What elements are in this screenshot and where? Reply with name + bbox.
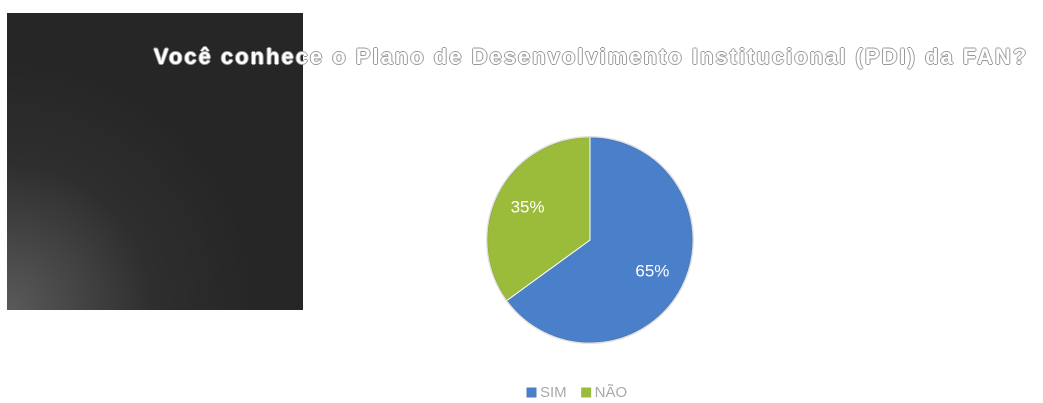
pie-slice [486, 136, 591, 302]
legend-swatch [525, 386, 538, 399]
data-label: 35% [511, 198, 545, 217]
legend-label: SIM [540, 384, 567, 401]
pie-gloss [486, 136, 694, 344]
data-label: 65% [635, 261, 669, 280]
chart-title: Você conhece o Plano de Desenvolvimento … [153, 44, 1029, 69]
dark-panel [7, 13, 303, 310]
legend-label: NÃO [595, 384, 628, 401]
legend-swatch [580, 386, 593, 399]
pie-slice [505, 136, 694, 344]
